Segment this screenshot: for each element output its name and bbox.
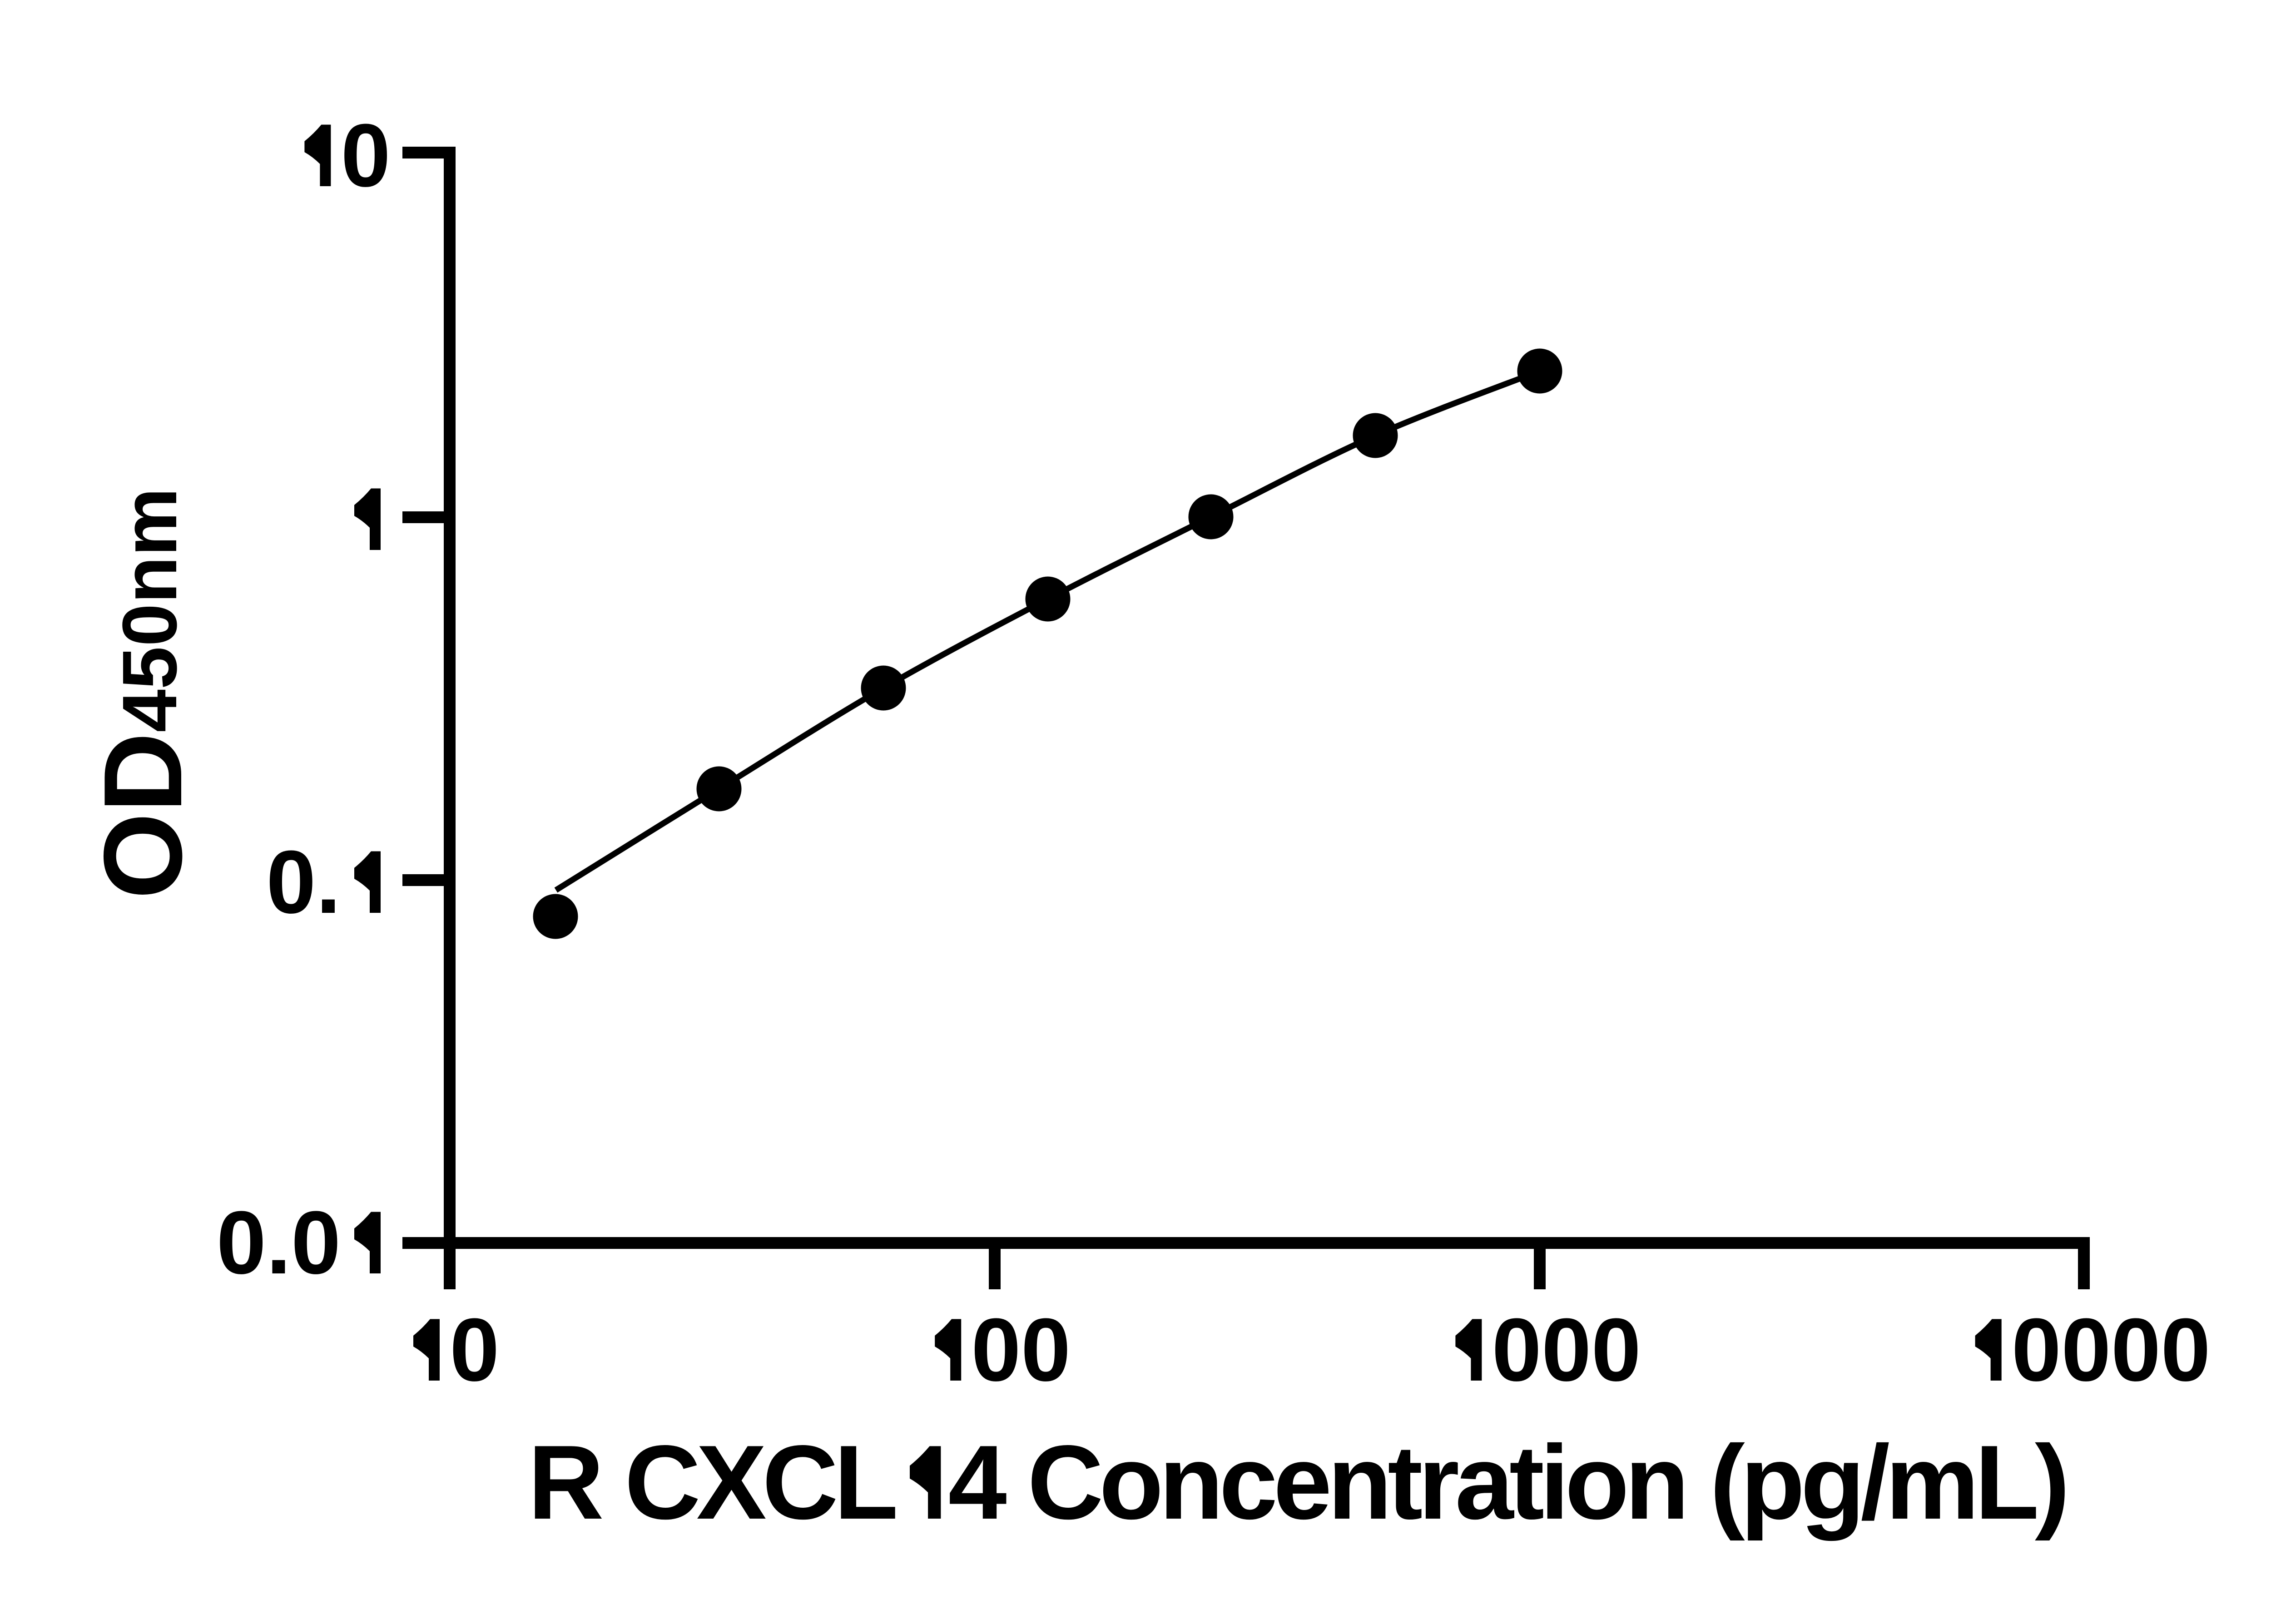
svg-text:0000: 0000 [2012,1300,2211,1400]
svg-text:0.0: 0.0 [217,1193,341,1292]
svg-text:0: 0 [450,1300,500,1400]
svg-text:R CXCL: R CXCL [528,1424,895,1541]
svg-text:OD450nm: OD450nm [80,488,205,899]
svg-text:4 Concentration (pg/mL): 4 Concentration (pg/mL) [948,1424,2066,1541]
svg-text:0.: 0. [266,832,341,932]
svg-text:00: 00 [971,1300,1071,1400]
svg-text:0: 0 [341,105,391,205]
svg-text:000: 000 [1492,1300,1641,1400]
